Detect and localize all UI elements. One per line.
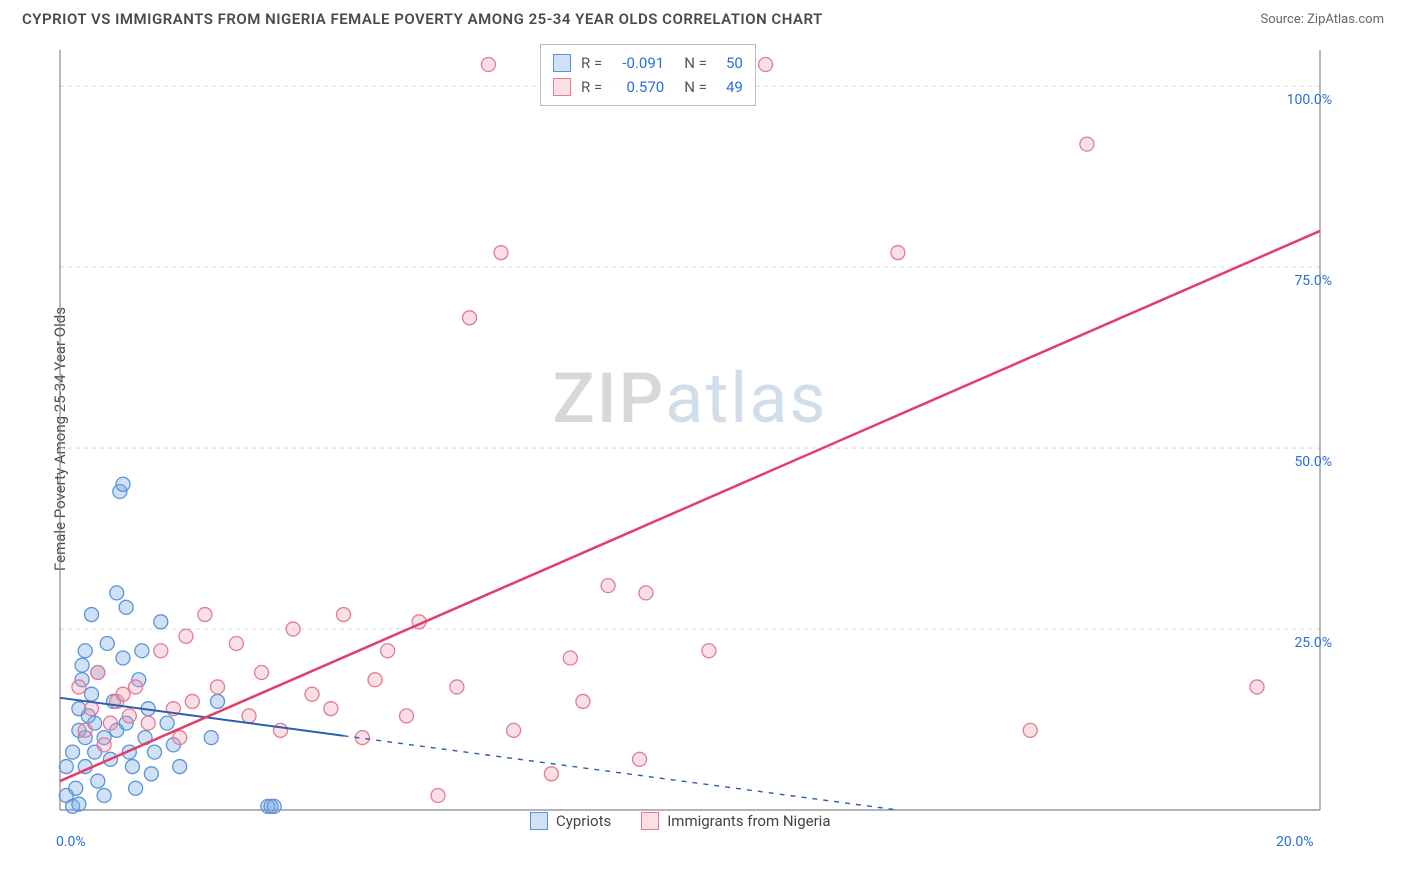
r-label: R = [581, 75, 602, 99]
chart-area: Female Poverty Among 25-34 Year Olds ZIP… [50, 40, 1330, 820]
correlation-legend: R = -0.091 N = 50 R = 0.570 N = 49 [540, 44, 756, 106]
series-legend: Cypriots Immigrants from Nigeria [530, 812, 830, 830]
series-legend-item: Immigrants from Nigeria [641, 812, 830, 830]
y-tick-label: 25.0% [1294, 635, 1332, 651]
legend-swatch [641, 812, 659, 830]
legend-swatch [530, 812, 548, 830]
y-tick-label: 50.0% [1294, 454, 1332, 470]
legend-swatch [553, 54, 571, 72]
legend-row: R = 0.570 N = 49 [553, 75, 743, 99]
r-label: R = [581, 51, 602, 75]
y-tick-label: 100.0% [1287, 92, 1332, 108]
n-value: 49 [717, 75, 743, 99]
series-legend-item: Cypriots [530, 812, 611, 830]
r-value: -0.091 [612, 51, 664, 75]
source-label: Source: ZipAtlas.com [1260, 12, 1384, 27]
r-value: 0.570 [612, 75, 664, 99]
y-tick-label: 75.0% [1294, 273, 1332, 289]
x-tick-label: 20.0% [1276, 834, 1314, 850]
scatter-chart [50, 40, 1330, 820]
series-name: Cypriots [556, 812, 611, 830]
n-label: N = [684, 51, 707, 75]
n-value: 50 [717, 51, 743, 75]
n-label: N = [684, 75, 707, 99]
legend-swatch [553, 78, 571, 96]
chart-title: CYPRIOT VS IMMIGRANTS FROM NIGERIA FEMAL… [22, 10, 823, 28]
series-name: Immigrants from Nigeria [667, 812, 830, 830]
x-tick-label: 0.0% [56, 834, 86, 850]
legend-row: R = -0.091 N = 50 [553, 51, 743, 75]
